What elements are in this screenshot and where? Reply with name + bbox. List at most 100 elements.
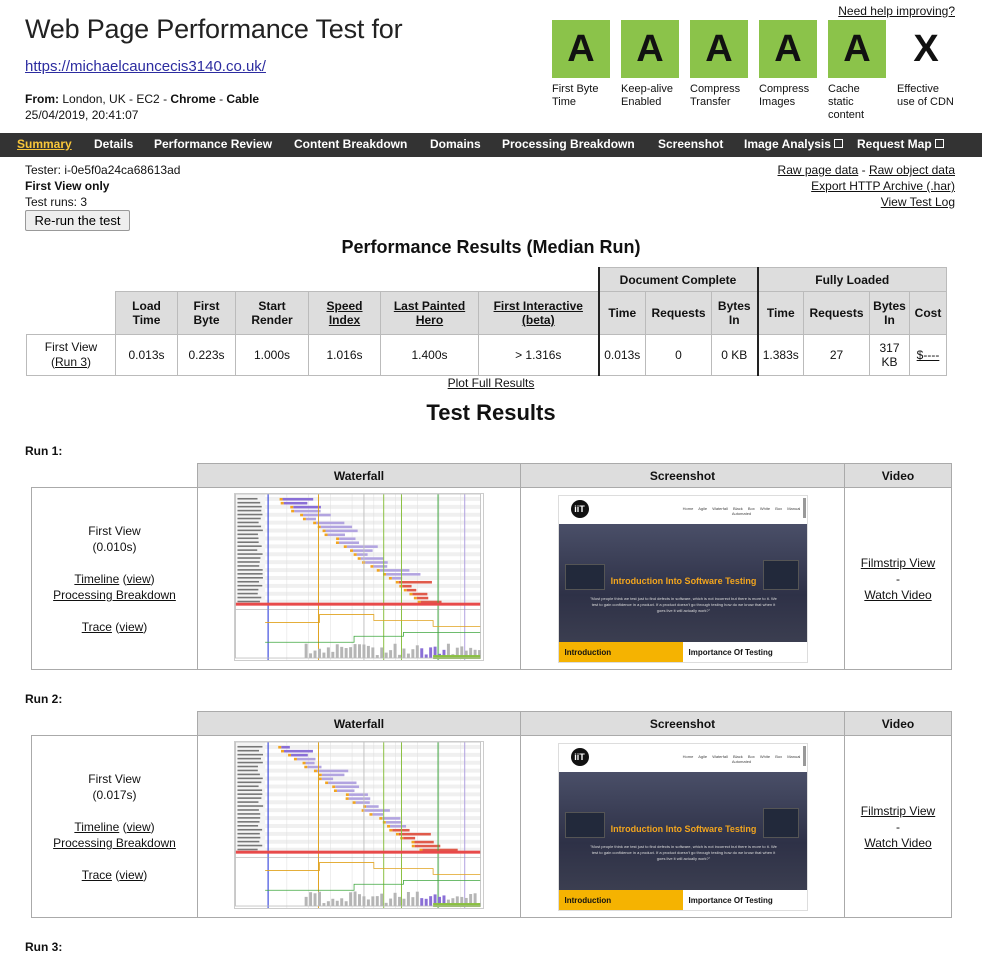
request-dns [288,753,292,757]
request-label [237,793,263,795]
nav-summary[interactable]: Summary [17,137,72,151]
request-dns [409,592,413,596]
grade-value: A [552,20,610,78]
request-bar [348,793,368,796]
waterfall-thumbnail[interactable] [234,493,484,661]
row-band [265,568,481,573]
nav-request-map-wrap[interactable]: Request Map [857,133,944,157]
export-har-link[interactable]: Export HTTP Archive (.har) [811,179,955,193]
col-cost: Cost [909,291,947,335]
timeline-view-link[interactable]: view [126,571,151,586]
rerun-test-button[interactable]: Re-run the test [25,210,130,231]
request-label [237,565,260,567]
request-bar [282,497,314,501]
run-2-waterfall-cell[interactable] [197,735,521,918]
nav-request-map[interactable]: Request Map [857,137,932,151]
activity-bar [384,652,388,659]
tested-url-link[interactable]: https://michaelcauncecis3140.co.uk/ [25,58,266,75]
col-first-interactive[interactable]: First Interactive (beta) [478,291,599,335]
request-dns [313,769,317,773]
watch-video-link[interactable]: Watch Video [864,587,932,602]
row-band [265,536,481,541]
filmstrip-view-link[interactable]: Filmstrip View [860,555,936,570]
watch-video-link[interactable]: Watch Video [864,835,932,850]
request-dns [389,828,393,832]
request-label [237,513,263,516]
trace-link[interactable]: Trace [81,867,112,882]
request-bar [316,521,345,525]
view-test-log-link[interactable]: View Test Log [880,195,955,209]
run-1-screenshot-cell[interactable]: iiT Home Agile Waterfall Black Box White… [520,487,845,670]
external-link-icon [833,139,843,148]
run-view-label: First View [88,771,141,786]
hero-text: "Most people think we test just to find … [590,843,777,861]
activity-bar [380,647,384,659]
request-bar [420,600,442,604]
nav-details[interactable]: Details [94,137,134,151]
run-1-waterfall-cell[interactable] [197,487,521,670]
trace-view-link[interactable]: view [119,619,144,634]
filmstrip-view-link[interactable]: Filmstrip View [860,803,936,818]
grade-cache-static[interactable]: A Cache static content [828,20,888,122]
activity-bar [349,647,353,659]
activity-bar [331,898,335,907]
request-dns [411,844,415,848]
nav-content-breakdown[interactable]: Content Breakdown [294,137,408,151]
request-label [237,825,259,827]
screenshot-thumbnail[interactable]: iiT Home Agile Waterfall Black Box White… [557,494,808,663]
activity-bar [366,899,370,907]
activity-bar [424,654,428,659]
first-interactive-link[interactable]: First Interactive (beta) [493,299,583,327]
from-browser: Chrome [170,92,216,106]
raw-page-data-link[interactable]: Raw page data [777,163,859,177]
raw-object-data-link[interactable]: Raw object data [868,163,955,177]
processing-breakdown-link[interactable]: Processing Breakdown [53,835,176,850]
run-2-screenshot-cell[interactable]: iiT Home Agile Waterfall Black Box White… [520,735,845,918]
external-link-icon [934,139,944,148]
col-speed-index[interactable]: Speed Index [308,291,381,335]
need-help-link[interactable]: Need help improving? [838,4,955,18]
request-bar [346,545,378,548]
timeline-link[interactable]: Timeline [74,819,120,834]
interactive-band [433,655,481,660]
activity-bar [344,648,348,659]
value-cost[interactable]: $---- [909,334,947,376]
grade-keep-alive[interactable]: A Keep-alive Enabled [621,20,681,109]
timeline-view-link[interactable]: view [126,819,151,834]
row-band [265,776,481,781]
request-bar [365,561,388,564]
nav-domains[interactable]: Domains [430,137,481,151]
value-full-time: 1.383s [757,334,804,376]
fully-loaded-header: Fully Loaded [757,267,947,292]
nav-processing-breakdown[interactable]: Processing Breakdown [502,137,635,151]
grade-cdn[interactable]: X Effective use of CDN [897,20,957,109]
screenshot-thumbnail[interactable]: iiT Home Agile Waterfall Black Box White… [557,742,808,911]
request-dns [291,509,295,513]
speed-index-link[interactable]: Speed Index [326,299,363,327]
grade-compress-transfer[interactable]: A Compress Transfer [690,20,750,109]
request-bar [366,805,379,808]
nav-screenshot[interactable]: Screenshot [658,137,724,151]
nav-performance-review[interactable]: Performance Review [154,137,273,151]
request-dns [388,577,392,580]
trace-view-link[interactable]: view [119,867,144,882]
request-dns [304,765,308,769]
activity-bar [438,896,442,907]
last-painted-hero-link[interactable]: Last Painted Hero [393,299,466,327]
grade-first-byte[interactable]: A First Byte Time [552,20,612,109]
trace-link[interactable]: Trace [81,619,112,634]
nav-image-analysis-wrap[interactable]: Image Analysis [744,133,843,157]
activity-bar [469,894,473,907]
grade-compress-images[interactable]: A Compress Images [759,20,819,109]
request-label [237,805,264,807]
processing-breakdown-link[interactable]: Processing Breakdown [53,587,176,602]
request-dns [335,541,339,544]
nav-image-analysis[interactable]: Image Analysis [744,137,831,151]
timeline-link[interactable]: Timeline [74,571,120,586]
waterfall-thumbnail[interactable] [234,741,484,909]
col-last-painted-hero[interactable]: Last Painted Hero [380,291,479,335]
cost-link[interactable]: $---- [916,348,940,362]
request-dns [318,777,322,781]
run-3-link[interactable]: Run 3 [54,355,88,369]
plot-full-results-link[interactable]: Plot Full Results [447,376,535,390]
